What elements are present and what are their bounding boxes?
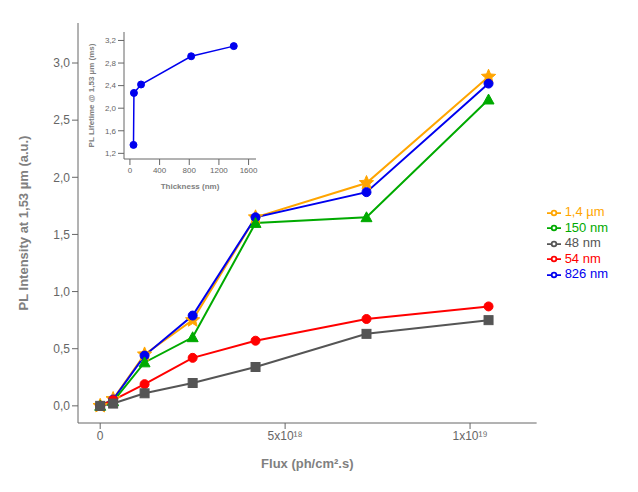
svg-text:3,2: 3,2: [105, 36, 117, 45]
html-text:54 nm: 54 nm: [564, 250, 601, 266]
svg-text:Thickness (nm): Thickness (nm): [161, 182, 220, 191]
svg-text:2,0: 2,0: [105, 104, 117, 113]
svg-text:0: 0: [97, 429, 104, 443]
svg-text:1,2: 1,2: [105, 149, 117, 158]
html-text:1,4 µm: 1,4 µm: [564, 204, 605, 220]
svg-text:1200: 1200: [210, 166, 228, 175]
svg-text:400: 400: [153, 166, 167, 175]
html-text:826 nm: 826 nm: [564, 266, 608, 282]
svg-text:1600: 1600: [240, 166, 258, 175]
svg-text:2,8: 2,8: [105, 59, 117, 68]
svg-text:0,5: 0,5: [53, 342, 70, 356]
svg-text:0: 0: [128, 166, 133, 175]
svg-text:1x10¹⁹: 1x10¹⁹: [452, 429, 487, 443]
svg-text:1,0: 1,0: [53, 285, 70, 299]
svg-text:3,0: 3,0: [53, 56, 70, 70]
svg-text:PL Lifetime @ 1,53 µm (ms): PL Lifetime @ 1,53 µm (ms): [87, 43, 96, 147]
svg-text:2,5: 2,5: [53, 113, 70, 127]
svg-text:2,0: 2,0: [53, 171, 70, 185]
svg-text:0,0: 0,0: [53, 399, 70, 413]
html-text:48 nm: 48 nm: [564, 235, 601, 251]
svg-text:2,4: 2,4: [105, 81, 117, 90]
svg-text:800: 800: [183, 166, 197, 175]
svg-text:Flux (ph/cm².s): Flux (ph/cm².s): [261, 456, 353, 471]
svg-text:5x10¹⁸: 5x10¹⁸: [268, 429, 303, 443]
svg-text:1,5: 1,5: [53, 228, 70, 242]
svg-text:1,6: 1,6: [105, 127, 117, 136]
html-text:150 nm: 150 nm: [564, 219, 608, 235]
svg-text:PL Intensity at 1,53 µm (a.u.): PL Intensity at 1,53 µm (a.u.): [16, 136, 31, 311]
